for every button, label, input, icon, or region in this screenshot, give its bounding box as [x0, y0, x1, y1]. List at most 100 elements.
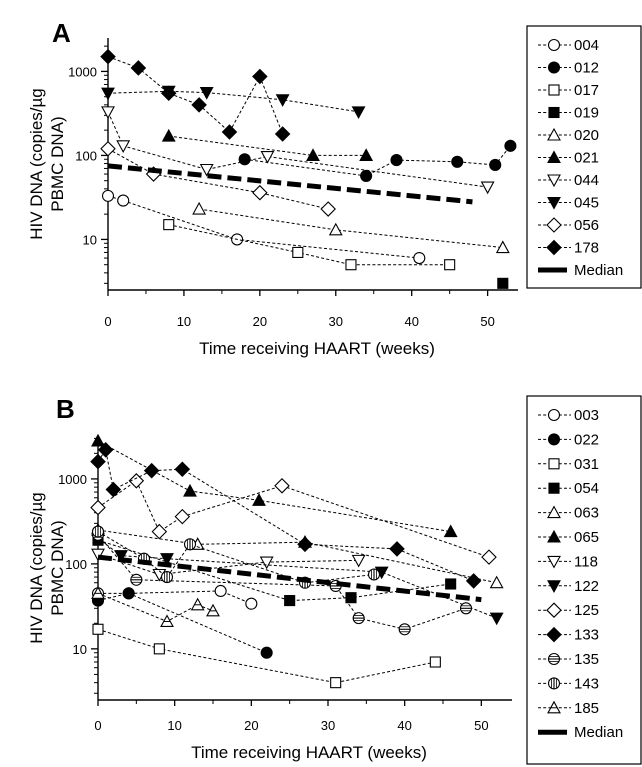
legend: 004 012 017 019 020 021 044 045 056 178 Median: [526, 25, 642, 289]
data-point: [130, 60, 147, 76]
data-point: [192, 201, 207, 215]
legend-label: 065: [574, 529, 599, 546]
legend-marker: [547, 505, 561, 519]
legend-label: 021: [574, 150, 599, 167]
legend-label: 185: [574, 700, 599, 717]
data-point: [128, 473, 145, 489]
legend-label: Median: [574, 262, 623, 279]
panel-letter: A: [52, 18, 71, 48]
series-020: [192, 201, 510, 254]
y-axis-label: HIV DNA (copies/µg PBMC DNA): [27, 492, 67, 644]
data-point: [445, 578, 457, 590]
data-point: [160, 85, 177, 102]
series-056: [100, 140, 336, 217]
data-point: [351, 106, 366, 120]
series-031: [92, 623, 441, 689]
data-point: [352, 612, 365, 625]
data-point: [122, 587, 135, 600]
series-line: [97, 534, 467, 630]
series-065: [91, 433, 458, 538]
data-point: [359, 148, 374, 161]
series-019: [497, 277, 509, 289]
x-tick-label: 20: [244, 718, 258, 733]
x-tick-label: 0: [104, 314, 111, 329]
data-point: [91, 548, 105, 562]
series-line: [244, 145, 511, 177]
x-tick-label: 10: [177, 314, 191, 329]
x-tick-label: 40: [397, 718, 411, 733]
legend-label: 017: [574, 82, 599, 99]
data-point: [459, 602, 473, 615]
data-point: [100, 48, 116, 65]
legend-item: 143: [538, 675, 599, 692]
legend-label: 178: [574, 240, 599, 257]
legend-item: 045: [538, 195, 599, 212]
median-line: [97, 554, 482, 603]
data-point: [199, 87, 214, 100]
legend-item: 178: [538, 240, 599, 257]
data-point: [114, 550, 128, 563]
data-point: [252, 184, 268, 201]
legend-marker: [548, 106, 560, 119]
legend-item: Median: [538, 724, 623, 741]
data-point: [480, 181, 495, 195]
data-point: [443, 524, 458, 538]
data-point: [190, 597, 205, 611]
series-line: [97, 531, 375, 584]
data-point: [252, 68, 268, 85]
data-point: [100, 140, 116, 157]
legend-item: 017: [538, 82, 599, 99]
legend-marker: [547, 408, 561, 422]
data-point: [306, 148, 320, 161]
data-point: [117, 194, 130, 207]
x-tick-label: 40: [404, 314, 418, 329]
data-point: [245, 597, 258, 610]
data-point: [90, 453, 106, 470]
data-point: [489, 158, 502, 172]
legend-label: 044: [574, 172, 599, 189]
series-median: [97, 554, 482, 603]
data-point: [345, 592, 357, 604]
data-point: [328, 222, 343, 236]
data-point: [97, 442, 114, 458]
data-point: [497, 277, 509, 289]
data-point: [413, 252, 426, 265]
data-point: [90, 499, 106, 516]
legend-marker: [546, 602, 562, 618]
y-axis-label-line: PBMC DNA): [48, 520, 67, 615]
legend-item: Median: [538, 262, 623, 279]
chart-panel-b: B 10 100 1000 0 10 20 30 40 50 Time receiving HAAR…: [27, 394, 642, 765]
data-point: [160, 570, 174, 584]
data-point: [489, 575, 504, 589]
data-point: [153, 643, 165, 655]
series-003: [91, 584, 258, 610]
data-point: [389, 541, 405, 557]
x-tick-label: 20: [253, 314, 267, 329]
series-line: [107, 90, 359, 113]
data-point: [451, 155, 464, 168]
series-045: [101, 85, 366, 120]
legend-marker: [547, 150, 561, 164]
legend-item: 020: [538, 127, 599, 144]
legend-marker: [547, 61, 561, 74]
data-point: [284, 595, 296, 607]
legend-label: 054: [574, 480, 599, 497]
data-point: [481, 549, 497, 565]
x-tick-label: 10: [167, 718, 181, 733]
data-point: [351, 554, 366, 568]
legend-marker: [547, 196, 561, 210]
data-point: [160, 553, 174, 566]
legend-item: 022: [538, 431, 599, 448]
legend-item: 044: [538, 172, 599, 189]
series-022: [91, 587, 273, 659]
data-point: [101, 87, 115, 101]
series-line: [107, 111, 488, 188]
data-point: [191, 97, 207, 113]
legend-marker: [547, 433, 561, 446]
data-point: [160, 614, 174, 628]
y-tick-label: 10: [73, 642, 87, 657]
x-tick-label: 30: [329, 314, 343, 329]
legend-marker: [548, 84, 560, 96]
legend-marker: [547, 529, 561, 543]
legend-label: 056: [574, 217, 599, 234]
